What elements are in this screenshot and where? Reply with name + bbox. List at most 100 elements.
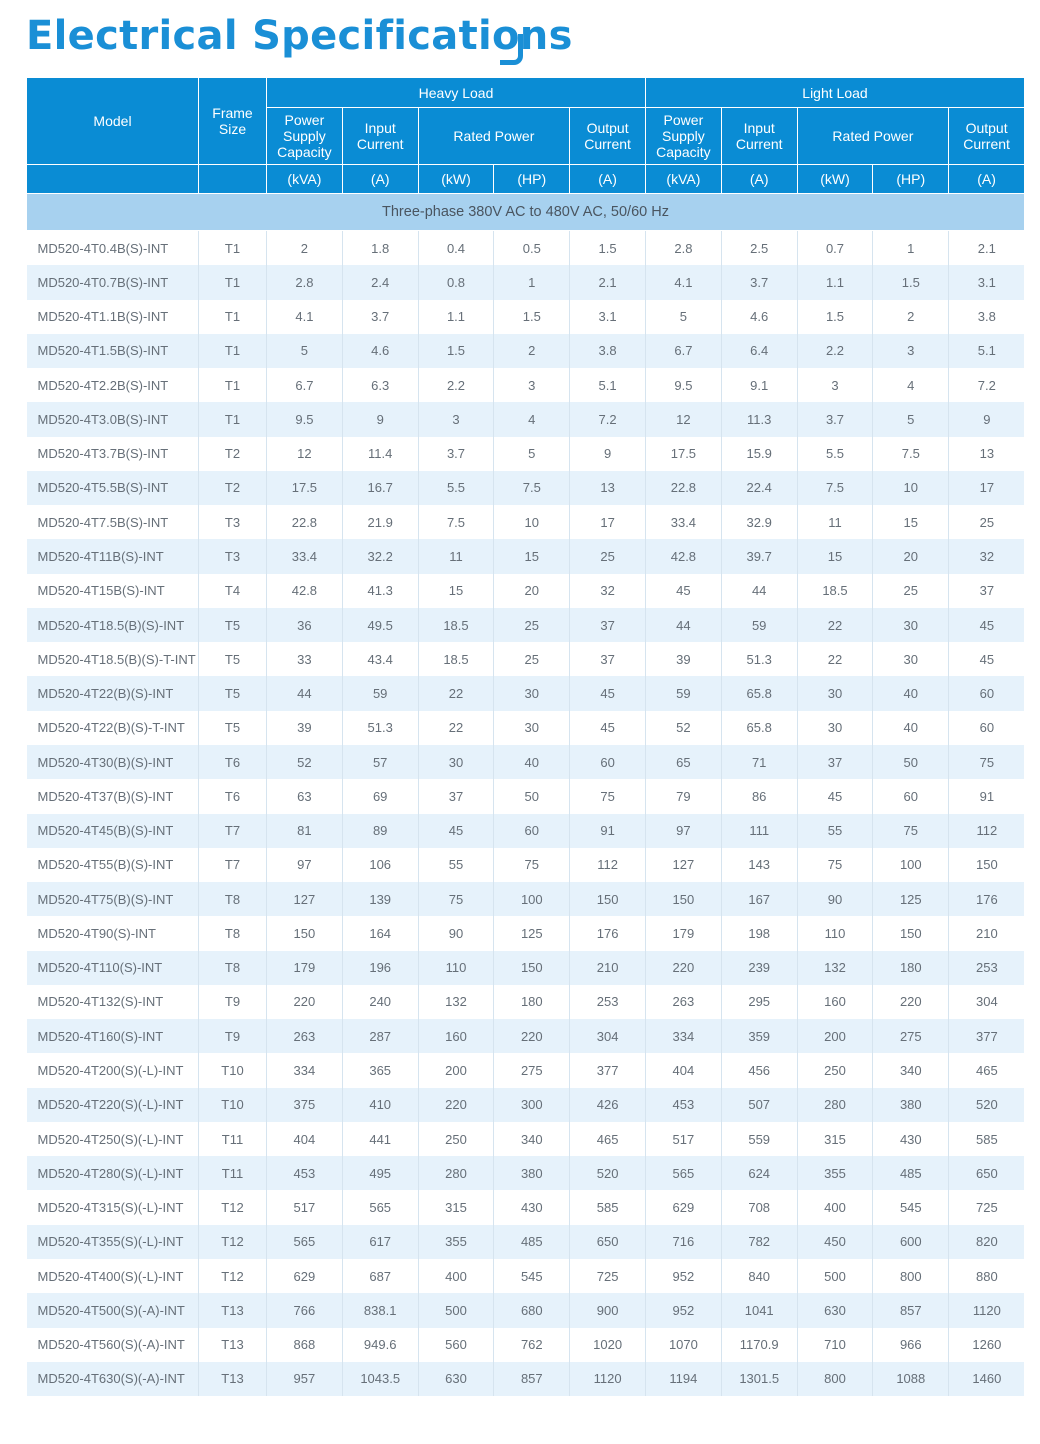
cell-heavy-output-current: 585	[569, 1190, 646, 1225]
cell-model: MD520-4T500(S)(-A)-INT	[26, 1293, 199, 1328]
cell-model: MD520-4T55(B)(S)-INT	[26, 847, 199, 883]
cell-light-input-current: 782	[721, 1224, 798, 1259]
cell-heavy-input-current: 1.8	[342, 230, 419, 266]
cell-heavy-rated-power-hp: 380	[493, 1156, 571, 1191]
cell-model: MD520-4T22(B)(S)-T-INT	[26, 710, 199, 745]
cell-heavy-input-current: 565	[342, 1190, 419, 1225]
cell-model: MD520-4T3.0B(S)-INT	[26, 402, 199, 437]
cell-light-input-current: 167	[721, 882, 798, 917]
cell-heavy-rated-power-hp: 4	[493, 402, 571, 437]
cell-light-input-current: 39.7	[721, 539, 798, 574]
cell-light-input-current: 22.4	[721, 470, 798, 506]
cell-heavy-rated-power-kw: 11	[418, 539, 495, 574]
cell-frame-size: T5	[198, 607, 267, 643]
table-body: MD520-4T0.4B(S)-INT T1 2 1.8 0.4 0.5 1.5 2.8 2.5…	[26, 230, 1025, 1397]
header-light-output-current: Output Current	[948, 107, 1025, 165]
cell-frame-size: T9	[198, 984, 267, 1020]
cell-heavy-output-current: 32	[569, 573, 646, 608]
cell-heavy-rated-power-kw: 45	[418, 813, 495, 848]
cell-heavy-power-supply-capacity: 97	[266, 847, 343, 883]
table-row: MD520-4T75(B)(S)-INT T8 127 139 75 100 150 150 1…	[26, 882, 1025, 917]
cell-model: MD520-4T280(S)(-L)-INT	[26, 1156, 199, 1191]
cell-heavy-rated-power-kw: 0.8	[418, 265, 495, 300]
cell-heavy-rated-power-hp: 15	[493, 539, 571, 574]
cell-light-rated-power-kw: 7.5	[797, 470, 874, 506]
cell-light-rated-power-hp: 1088	[872, 1361, 950, 1397]
cell-heavy-output-current: 176	[569, 916, 646, 951]
cell-heavy-rated-power-hp: 2	[493, 333, 571, 369]
cell-light-input-current: 507	[721, 1087, 798, 1122]
cell-light-power-supply-capacity: 263	[645, 984, 722, 1020]
cell-frame-size: T6	[198, 744, 267, 780]
cell-light-rated-power-kw: 500	[797, 1258, 874, 1294]
cell-heavy-power-supply-capacity: 453	[266, 1156, 343, 1191]
table-row: MD520-4T45(B)(S)-INT T7 81 89 45 60 91 97 111 55 7…	[26, 813, 1025, 848]
cell-light-rated-power-hp: 1	[872, 230, 950, 266]
cell-model: MD520-4T250(S)(-L)-INT	[26, 1121, 199, 1157]
cell-heavy-rated-power-hp: 150	[493, 950, 571, 985]
cell-model: MD520-4T30(B)(S)-INT	[26, 744, 199, 780]
cell-heavy-input-current: 687	[342, 1258, 419, 1294]
cell-frame-size: T4	[198, 573, 267, 608]
cell-light-rated-power-kw: 630	[797, 1293, 874, 1328]
cell-light-rated-power-kw: 1.5	[797, 299, 874, 334]
cell-heavy-rated-power-hp: 340	[493, 1121, 571, 1157]
cell-heavy-output-current: 725	[569, 1258, 646, 1294]
cell-model: MD520-4T1.1B(S)-INT	[26, 299, 199, 334]
cell-light-input-current: 6.4	[721, 333, 798, 369]
cell-heavy-rated-power-kw: 90	[418, 916, 495, 951]
cell-heavy-rated-power-hp: 762	[493, 1327, 571, 1362]
cell-light-input-current: 143	[721, 847, 798, 883]
cell-heavy-input-current: 196	[342, 950, 419, 985]
cell-heavy-input-current: 51.3	[342, 710, 419, 745]
cell-light-rated-power-kw: 710	[797, 1327, 874, 1362]
cell-heavy-rated-power-kw: 560	[418, 1327, 495, 1362]
cell-heavy-output-current: 304	[569, 1019, 646, 1054]
cell-light-input-current: 59	[721, 607, 798, 643]
cell-heavy-output-current: 1120	[569, 1361, 646, 1397]
header-light-power-supply-capacity: Power Supply Capacity	[645, 107, 722, 165]
cell-heavy-output-current: 91	[569, 813, 646, 848]
cell-heavy-rated-power-hp: 100	[493, 882, 571, 917]
cell-heavy-input-current: 21.9	[342, 505, 419, 540]
cell-heavy-rated-power-hp: 5	[493, 436, 571, 471]
cell-light-rated-power-hp: 100	[872, 847, 950, 883]
cell-light-rated-power-hp: 485	[872, 1156, 950, 1191]
cell-heavy-output-current: 650	[569, 1224, 646, 1259]
cell-heavy-rated-power-kw: 75	[418, 882, 495, 917]
cell-heavy-input-current: 11.4	[342, 436, 419, 471]
cell-heavy-output-current: 520	[569, 1156, 646, 1191]
cell-light-rated-power-kw: 75	[797, 847, 874, 883]
cell-model: MD520-4T220(S)(-L)-INT	[26, 1087, 199, 1122]
cell-light-rated-power-hp: 2	[872, 299, 950, 334]
cell-model: MD520-4T2.2B(S)-INT	[26, 368, 199, 403]
cell-light-input-current: 1170.9	[721, 1327, 798, 1362]
cell-light-rated-power-kw: 90	[797, 882, 874, 917]
table-row: MD520-4T0.7B(S)-INT T1 2.8 2.4 0.8 1 2.1 4.1 3.7…	[26, 265, 1025, 300]
cell-heavy-input-current: 1043.5	[342, 1361, 419, 1397]
cell-light-input-current: 4.6	[721, 299, 798, 334]
cell-heavy-rated-power-kw: 3.7	[418, 436, 495, 471]
cell-frame-size: T2	[198, 436, 267, 471]
cell-light-rated-power-kw: 11	[797, 505, 874, 540]
table-row: MD520-4T18.5(B)(S)-T-INT T5 33 43.4 18.5 25 37…	[26, 642, 1025, 677]
cell-light-input-current: 559	[721, 1121, 798, 1157]
cell-light-power-supply-capacity: 453	[645, 1087, 722, 1122]
cell-heavy-rated-power-hp: 125	[493, 916, 571, 951]
cell-frame-size: T13	[198, 1327, 267, 1362]
header-heavy-load: Heavy Load	[266, 77, 646, 108]
cell-light-rated-power-kw: 30	[797, 710, 874, 745]
table-row: MD520-4T7.5B(S)-INT T3 22.8 21.9 7.5 10 17 33.4…	[26, 505, 1025, 540]
cell-light-rated-power-hp: 125	[872, 882, 950, 917]
cell-light-rated-power-hp: 30	[872, 607, 950, 643]
cell-light-power-supply-capacity: 565	[645, 1156, 722, 1191]
cell-frame-size: T3	[198, 505, 267, 540]
cell-light-power-supply-capacity: 9.5	[645, 368, 722, 403]
cell-frame-size: T1	[198, 402, 267, 437]
cell-heavy-output-current: 75	[569, 779, 646, 814]
cell-heavy-input-current: 49.5	[342, 607, 419, 643]
cell-light-power-supply-capacity: 2.8	[645, 230, 722, 266]
cell-light-rated-power-kw: 5.5	[797, 436, 874, 471]
section-label: Three-phase 380V AC to 480V AC, 50/60 Hz	[26, 193, 1025, 231]
cell-light-output-current: 176	[948, 882, 1025, 917]
